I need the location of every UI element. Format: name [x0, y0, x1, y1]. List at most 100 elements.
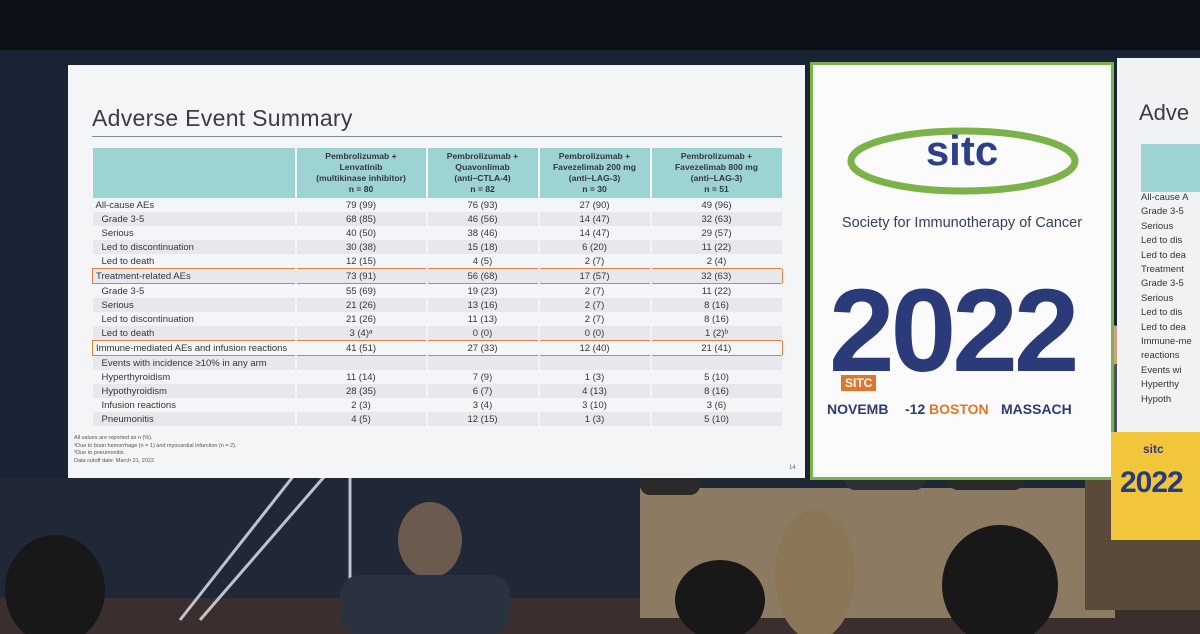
header-line: Lenvatinib [339, 162, 383, 172]
podium-year: 2022 [1120, 466, 1184, 499]
table-row: Treatment-related AEs 73 (91) 56 (68) 17 (5… [92, 268, 783, 284]
header-line: n = 80 [348, 184, 374, 194]
page-number: 14 [789, 465, 796, 471]
table-row: Hyperthyroidism 11 (14) 7 (9) 1 (3) 5 (10) [92, 370, 784, 384]
value-cell: 3 (4) [426, 398, 540, 412]
value-cell: 8 (16) [650, 384, 784, 398]
slide: Adverse Event Summary Pembrolizumab + Len… [68, 65, 805, 478]
sitc-tagline: Society for Immunotherapy of Cancer [841, 215, 1083, 231]
value-cell: 29 (57) [650, 226, 784, 240]
right-slide: Adve All-cause A Grade 3-5 Serious Led to d… [1117, 58, 1200, 478]
table-row: Led to death 12 (15) 4 (5) 2 (7) 2 (4) [92, 254, 784, 269]
date-text: BOSTON [929, 401, 989, 417]
header-row: Pembrolizumab + Lenvatinib (multikinase in… [92, 148, 784, 198]
value-cell: 0 (0) [426, 326, 540, 341]
value-cell: 1 (2)ᵇ [650, 326, 784, 341]
value-cell: 11 (13) [426, 312, 540, 326]
value-cell: 14 (47) [538, 212, 652, 226]
value-cell: 3 (6) [650, 398, 784, 412]
value-cell: 27 (90) [538, 198, 652, 212]
value-cell: 19 (23) [426, 283, 540, 298]
header-line: Pembrolizumab + [558, 151, 631, 161]
footnote: All values are reported as n (%). [74, 435, 153, 441]
header-line: (multikinase inhibitor) [316, 173, 406, 183]
row-label: Led to dis [1141, 235, 1183, 247]
row-label: Events with incidence ≥10% in any arm [92, 355, 297, 370]
value-cell: 68 (85) [295, 212, 428, 226]
row-label: Hyperthy [1141, 379, 1180, 391]
table-row: Grade 3-5 68 (85) 46 (56) 14 (47) 32 (63) [92, 212, 784, 226]
row-label: All-cause A [1141, 192, 1189, 203]
table-row: All-cause AEs 79 (99) 76 (93) 27 (90) 49 (96… [92, 198, 784, 212]
value-cell: 40 (50) [295, 226, 428, 240]
row-label: Hyperthyroidism [92, 370, 297, 384]
table-row: Led to discontinuation 21 (26) 11 (13) 2 (7… [92, 312, 784, 326]
header-line: Favezelimab 800 mg [674, 162, 759, 172]
value-cell: 30 (38) [295, 240, 428, 254]
row-label: All-cause AEs [92, 198, 297, 212]
podium-logo: sitc [1143, 442, 1164, 456]
value-cell: 3 (10) [538, 398, 652, 412]
value-cell: 5 (10) [650, 370, 784, 384]
slide-title: Adve [1139, 100, 1190, 125]
date-text: NOVEMB [827, 401, 889, 417]
empty-cell [295, 355, 428, 370]
row-label: Serious [92, 226, 297, 240]
title-rule [92, 136, 782, 137]
row-label: Led to discontinuation [92, 240, 297, 254]
header-line: Favezelimab 200 mg [552, 162, 637, 172]
table-row: Events with incidence ≥10% in any arm [92, 355, 784, 370]
podium-sign: sitc 2022 [1111, 432, 1200, 540]
value-cell: 76 (93) [426, 198, 540, 212]
value-cell: 15 (18) [426, 240, 540, 254]
table-row: Serious 21 (26) 13 (16) 2 (7) 8 (16) [92, 298, 784, 312]
row-label: Led to dea [1141, 249, 1186, 261]
header-cell: Pembrolizumab + Favezelimab 800 mg (anti–L… [650, 148, 784, 198]
table-row: Grade 3-5 55 (69) 19 (23) 2 (7) 11 (22) [92, 283, 784, 298]
header-line: Quavonlimab [455, 162, 510, 172]
value-cell: 21 (41) [650, 340, 783, 356]
date-text: MASSACH [1001, 401, 1072, 417]
table-body: All-cause AEs 79 (99) 76 (93) 27 (90) 49 (96… [92, 198, 784, 426]
row-label: Grade 3-5 [92, 212, 297, 226]
table-row: Hypothyroidism 28 (35) 6 (7) 4 (13) 8 (16) [92, 384, 784, 398]
value-cell: 73 (91) [295, 268, 427, 284]
sitc-badge: SITC [841, 375, 877, 391]
ae-table: Pembrolizumab + Lenvatinib (multikinase in… [92, 148, 784, 426]
value-cell: 2 (7) [538, 283, 652, 298]
row-label: Hypothyroidism [92, 384, 297, 398]
value-cell: 8 (16) [650, 298, 784, 312]
row-label: Serious [1141, 292, 1174, 304]
value-cell: 3 (4)ᵃ [295, 326, 428, 341]
logo-swoosh [847, 127, 1079, 195]
value-cell: 28 (35) [295, 384, 428, 398]
table-row: Serious 40 (50) 38 (46) 14 (47) 29 (57) [92, 226, 784, 240]
table-row: Led to death 3 (4)ᵃ 0 (0) 0 (0) 1 (2)ᵇ [92, 326, 784, 341]
header-band [1141, 144, 1200, 192]
value-cell: 46 (56) [426, 212, 540, 226]
value-cell: 1 (3) [538, 412, 652, 426]
value-cell: 14 (47) [538, 226, 652, 240]
header-line: (anti–LAG-3) [568, 173, 621, 183]
value-cell: 38 (46) [426, 226, 540, 240]
value-cell: 17 (57) [538, 268, 651, 284]
value-cell: 4 (5) [426, 254, 540, 269]
row-label: Grade 3-5 [1141, 206, 1184, 218]
header-line: (anti–LAG-3) [690, 173, 743, 183]
empty-cell [426, 355, 540, 370]
header-cell [92, 148, 297, 198]
sitc-logo: sitc [925, 127, 999, 174]
row-label: Led to dis [1141, 307, 1183, 319]
value-cell: 4 (5) [295, 412, 428, 426]
header-line: (anti–CTLA-4) [454, 173, 511, 183]
empty-cell [650, 355, 784, 370]
audience [5, 502, 1058, 634]
value-cell: 8 (16) [650, 312, 784, 326]
value-cell: 41 (51) [295, 340, 427, 356]
header-cell: Pembrolizumab + Favezelimab 200 mg (anti–L… [538, 148, 652, 198]
value-cell: 12 (15) [426, 412, 540, 426]
value-cell: 2 (7) [538, 254, 652, 269]
row-list: All-cause A Grade 3-5 Serious Led to dis Led… [1141, 191, 1192, 407]
